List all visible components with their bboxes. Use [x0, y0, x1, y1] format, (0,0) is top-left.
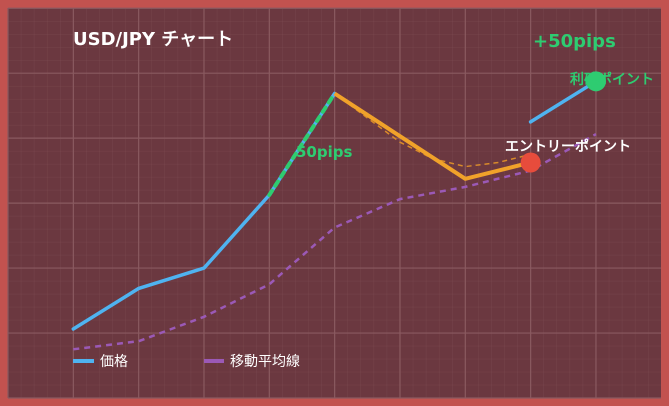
series-line-moving-average	[73, 133, 597, 351]
legend-label-price: 価格	[100, 354, 128, 370]
legend-label-moving-average: 移動平均線	[230, 354, 300, 370]
entry-point-marker	[520, 152, 541, 173]
grid	[7, 7, 661, 399]
target-point-marker	[585, 71, 606, 92]
chart-title: USD/JPY チャート	[73, 29, 233, 50]
legend: 価格 移動平均線	[73, 354, 300, 370]
pips-gain-label: +50pips	[533, 31, 616, 52]
rise-segment-line	[267, 91, 337, 197]
pips-segment-label: 50pips	[296, 143, 352, 161]
series-layer	[71, 79, 598, 351]
entry-point-label: エントリーポイント	[505, 138, 631, 155]
marker-layer	[520, 71, 606, 173]
series-line-price	[71, 79, 598, 331]
target-point-label: 利確ポイント	[570, 71, 654, 88]
highlight-line	[333, 91, 532, 181]
